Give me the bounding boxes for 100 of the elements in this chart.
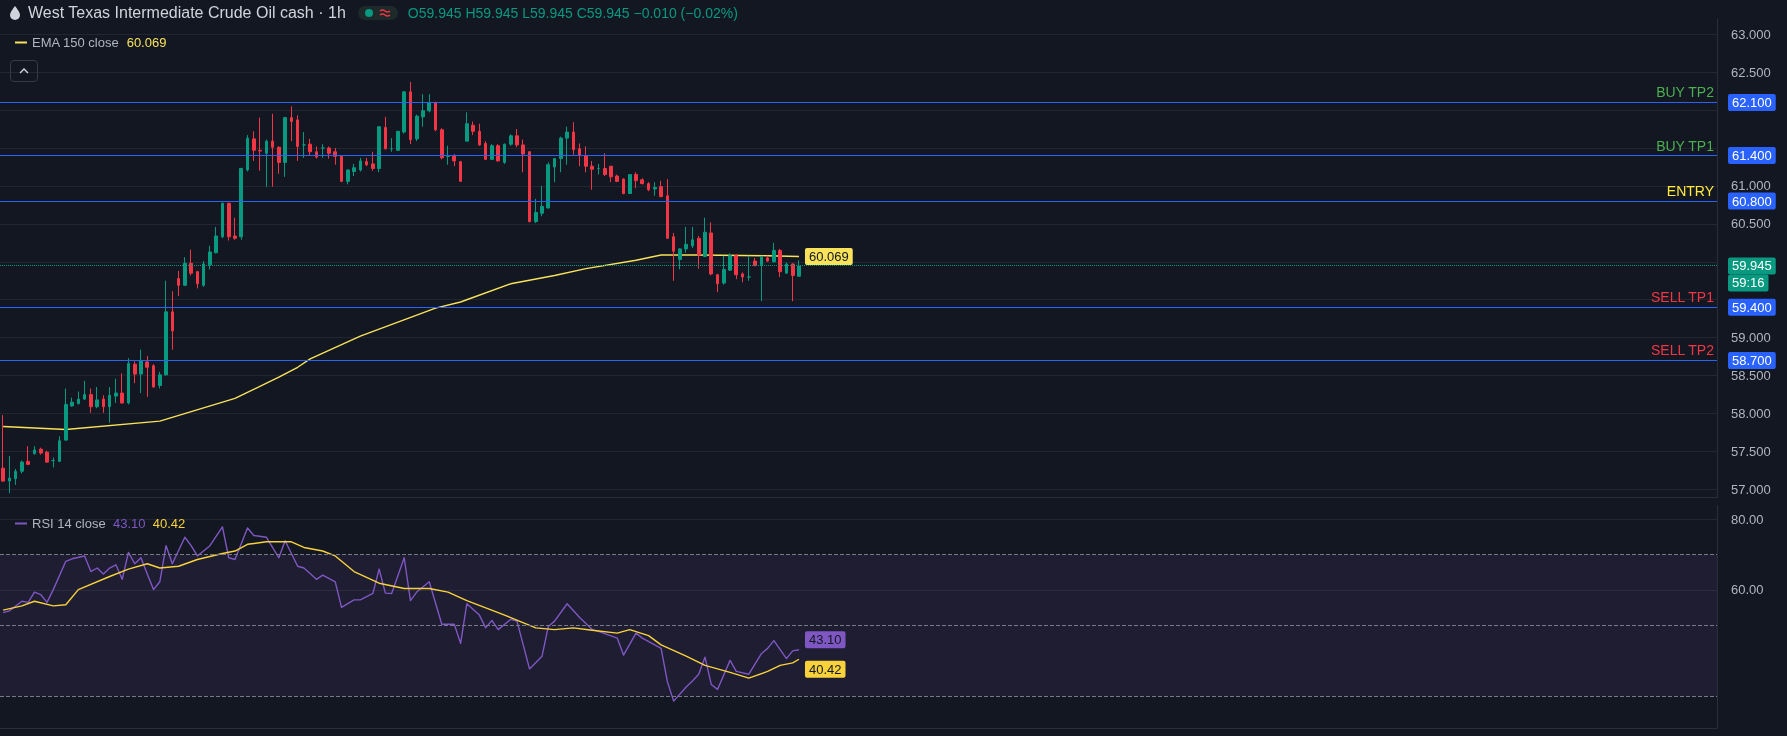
data-label: 60.069 [808,249,849,265]
y-tick-label: 60.00 [1731,582,1764,598]
candlestick [64,388,68,442]
candlestick [709,221,713,276]
candlestick [145,355,149,398]
text: 60.069 [126,35,167,50]
text: 59:16 [1732,275,1765,291]
candlestick [791,262,795,302]
y-tick-label: 58.000 [1731,406,1771,422]
text: 58.700 [1732,352,1772,368]
candlestick [308,138,312,157]
candlestick [697,235,701,270]
candlestick [321,143,325,159]
candlestick [139,349,143,394]
candlestick [572,121,575,156]
data-label: 43.10 [808,632,842,648]
candlestick [283,116,287,178]
candlestick [603,152,607,177]
candlestick [158,371,162,389]
candlestick [684,226,688,254]
candlestick [221,202,224,239]
candlestick [14,468,17,486]
candlestick [246,134,249,172]
chart-subtitle: O59.945 H59.945 L59.945 C59.945 −0.010 (−0.02%) [407,5,738,21]
text: 60.800 [1732,193,1772,209]
candlestick [703,217,707,258]
candlestick [578,142,581,167]
candlestick [521,139,525,173]
y-tick-label: 59.000 [1731,330,1771,346]
candlestick [402,90,406,135]
candlestick [584,145,588,173]
line-series [2,526,800,702]
candlestick [659,180,663,198]
line-series [2,254,800,431]
candlestick [559,136,563,173]
candlestick [377,125,381,173]
candlestick [120,372,124,405]
candlestick [452,153,456,167]
candlestick [340,155,343,183]
candlestick [534,198,538,224]
candlestick [766,255,769,263]
candlestick [171,290,174,351]
data-label: 40.42 [808,661,842,677]
candlestick [716,273,719,293]
candlestick [258,117,262,172]
legend-label: RSI 14 close [32,516,106,531]
candlestick [509,133,513,147]
candlestick [33,445,36,456]
y-tick-label: 57.500 [1731,443,1771,459]
candlestick [133,360,137,384]
candlestick [384,116,387,150]
candlestick [540,185,544,217]
candlestick [277,145,281,175]
candlestick [214,226,218,254]
candlestick [239,167,243,241]
candlestick [615,174,619,183]
y-tick-label: 57.000 [1731,481,1771,497]
candlestick [95,386,99,409]
candlestick [152,363,155,389]
candlestick [58,435,61,463]
candlestick [77,391,80,405]
text: 40.42 [152,516,186,531]
candlestick [734,253,738,280]
legend-label: EMA 150 close [32,35,119,50]
candlestick [515,128,519,148]
candlestick [352,163,356,177]
y-tick-label: 61.000 [1731,178,1771,194]
candlestick [622,177,625,195]
candlestick [164,280,168,377]
candlestick [302,131,306,159]
candlestick [484,140,487,161]
candlestick [546,161,550,210]
candlestick [39,447,43,456]
text: 62.100 [1732,94,1772,110]
y-tick-label: 80.00 [1731,511,1764,527]
candlestick [1,414,5,483]
candlestick [741,271,744,283]
candlestick [83,380,86,401]
candlestick [114,378,118,404]
candlestick [227,202,231,242]
text: 43.10 [112,516,146,531]
candlestick [427,93,431,113]
candlestick [465,111,469,142]
candlestick [189,249,193,276]
candlestick [252,130,256,162]
candlestick [359,157,362,172]
ref-line-label: BUY TP2 [1656,84,1715,101]
candlestick [108,386,111,424]
candlestick [471,120,475,136]
candlestick [409,81,412,145]
ref-line-label: BUY TP1 [1656,137,1715,154]
candlestick [177,270,180,297]
y-tick-label: 58.500 [1731,368,1771,384]
candlestick [89,388,93,414]
candlestick [478,123,481,147]
ref-line-label: SELL TP2 [1650,342,1715,359]
candlestick [346,168,350,185]
candlestick [672,232,675,282]
candlestick [396,130,400,152]
text: 61.400 [1732,148,1772,164]
